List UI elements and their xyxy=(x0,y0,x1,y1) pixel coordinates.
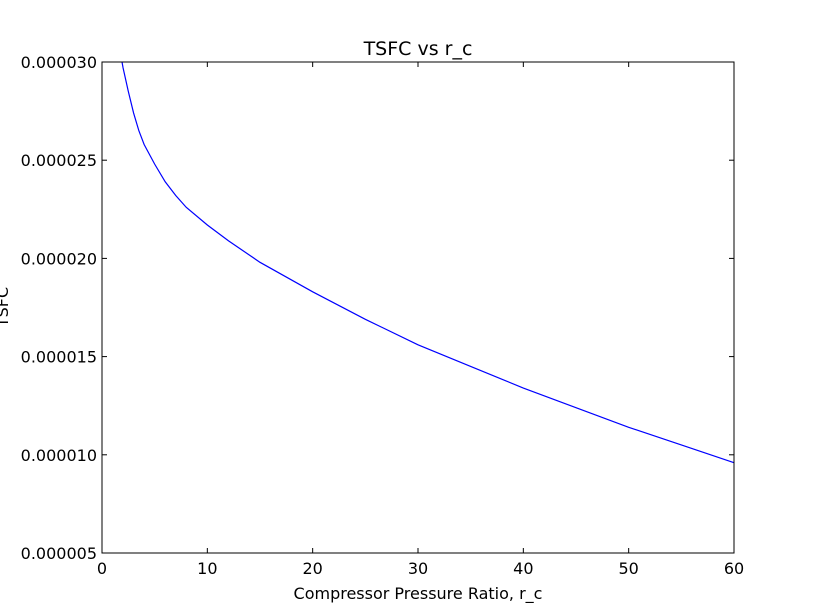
y-tick-label: 0.000015 xyxy=(21,348,97,367)
x-tick-label: 0 xyxy=(97,559,107,578)
x-axis-label: Compressor Pressure Ratio, r_c xyxy=(294,584,543,604)
y-tick-label: 0.000010 xyxy=(21,446,97,465)
x-tick-label: 60 xyxy=(724,559,744,578)
y-tick-label: 0.000030 xyxy=(21,53,97,72)
x-tick-label: 20 xyxy=(302,559,322,578)
y-tick-label: 0.000005 xyxy=(21,544,97,563)
x-ticks: 0 10 20 30 40 50 60 xyxy=(97,62,744,578)
chart-title: TSFC vs r_c xyxy=(363,38,473,60)
y-tick-label: 0.000025 xyxy=(21,151,97,170)
x-tick-label: 30 xyxy=(408,559,428,578)
y-axis-label: TSFC xyxy=(0,287,12,328)
x-tick-label: 50 xyxy=(618,559,638,578)
series-line-0 xyxy=(121,61,735,464)
series-group xyxy=(121,61,735,464)
x-tick-label: 40 xyxy=(513,559,533,578)
plot-area: 0 10 20 30 40 50 60 0.0000050.0000100.0000150.… xyxy=(21,53,745,578)
y-tick-label: 0.000020 xyxy=(21,249,97,268)
y-ticks: 0.000005 0.000010 0.000015 0.000020 0.000025… xyxy=(21,53,734,563)
x-tick-label: 10 xyxy=(197,559,217,578)
